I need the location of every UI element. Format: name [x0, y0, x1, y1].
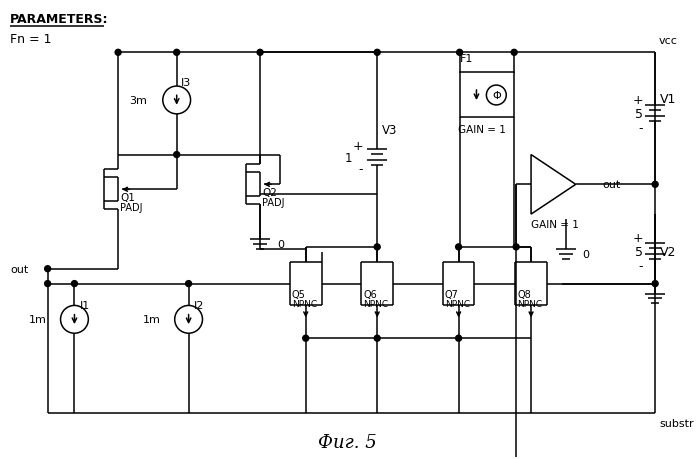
Text: 0: 0 [277, 239, 284, 249]
Text: -: - [359, 163, 363, 176]
Circle shape [45, 266, 50, 272]
Text: vcc: vcc [659, 36, 678, 46]
Text: 1: 1 [345, 151, 352, 164]
Circle shape [174, 50, 180, 56]
Circle shape [186, 281, 192, 287]
Text: Q5: Q5 [292, 289, 306, 299]
Circle shape [456, 336, 461, 341]
Circle shape [115, 50, 121, 56]
Circle shape [511, 50, 517, 56]
Text: Φ: Φ [492, 91, 500, 101]
Text: I2: I2 [194, 301, 204, 311]
Circle shape [652, 182, 658, 188]
Text: substr: substr [659, 418, 694, 428]
Text: Q6: Q6 [363, 289, 377, 299]
Text: 5: 5 [635, 107, 643, 121]
Text: 3m: 3m [129, 96, 147, 106]
Text: -: - [638, 259, 643, 272]
Text: F1: F1 [460, 54, 473, 64]
Circle shape [257, 50, 263, 56]
Text: -: - [638, 122, 643, 134]
Circle shape [374, 50, 380, 56]
Text: out: out [10, 264, 28, 274]
Text: GAIN = 1: GAIN = 1 [531, 219, 579, 230]
Text: PADJ: PADJ [120, 203, 143, 213]
Circle shape [513, 244, 519, 250]
Text: out: out [603, 180, 621, 190]
Text: +: + [633, 94, 643, 107]
Text: +: + [353, 140, 363, 152]
Circle shape [45, 281, 50, 287]
Circle shape [303, 336, 309, 341]
Text: GAIN = 1: GAIN = 1 [458, 124, 505, 134]
Text: I1: I1 [79, 301, 90, 311]
Text: Q1: Q1 [120, 193, 135, 203]
Text: V2: V2 [660, 245, 676, 258]
Circle shape [374, 336, 380, 341]
Text: PADJ: PADJ [262, 198, 285, 208]
Circle shape [374, 244, 380, 250]
Text: 1m: 1m [143, 314, 161, 325]
Circle shape [174, 152, 180, 158]
Text: 1m: 1m [29, 314, 47, 325]
Circle shape [71, 281, 78, 287]
Text: V1: V1 [660, 93, 676, 106]
Text: V3: V3 [382, 124, 398, 137]
Text: Q7: Q7 [444, 289, 458, 299]
Bar [460, 73, 514, 118]
Text: Фиг. 5: Фиг. 5 [318, 433, 377, 452]
Text: PARAMETERS:: PARAMETERS: [10, 13, 108, 26]
Text: NPNC: NPNC [444, 299, 470, 308]
Text: 5: 5 [635, 245, 643, 258]
Text: Q2: Q2 [262, 188, 277, 198]
Circle shape [456, 50, 463, 56]
Text: I3: I3 [181, 78, 191, 88]
Text: +: + [633, 231, 643, 244]
Text: Fn = 1: Fn = 1 [10, 33, 51, 46]
Text: Q8: Q8 [517, 289, 531, 299]
Text: NPNC: NPNC [517, 299, 542, 308]
Circle shape [652, 281, 658, 287]
Text: NPNC: NPNC [292, 299, 317, 308]
Text: 0: 0 [582, 249, 589, 259]
Circle shape [456, 244, 461, 250]
Text: NPNC: NPNC [363, 299, 389, 308]
